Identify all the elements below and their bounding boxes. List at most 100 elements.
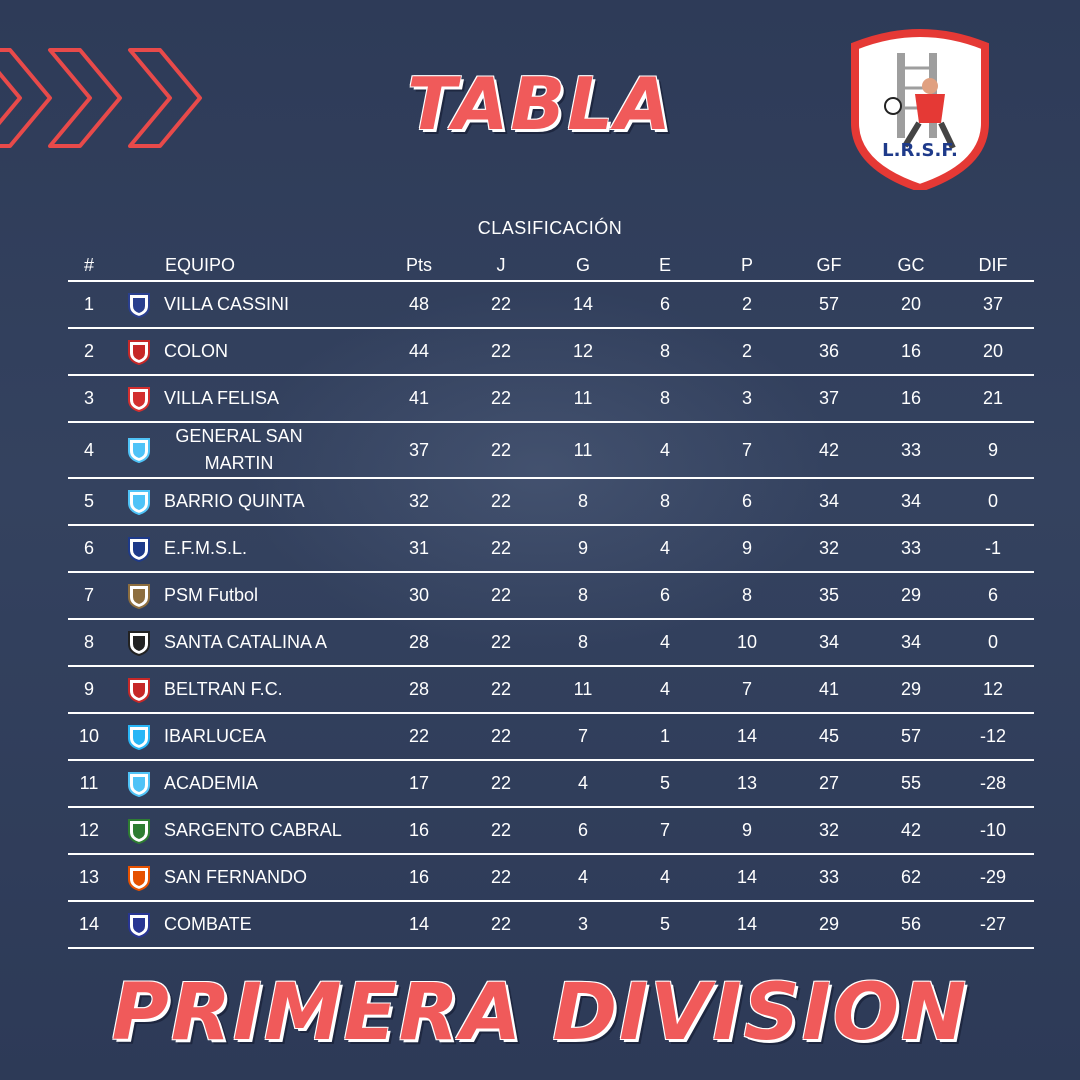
- cell-points: 44: [378, 328, 460, 376]
- cell-goals-for: 36: [788, 328, 870, 376]
- cell-position: 8: [68, 619, 110, 667]
- table-row: 10 IBARLUCEA 22 22 7 1 14 45 57 -12: [68, 713, 1034, 761]
- cell-lost: 2: [706, 281, 788, 329]
- cell-goal-difference: -1: [952, 525, 1034, 573]
- cell-played: 22: [460, 807, 542, 855]
- cell-points: 14: [378, 901, 460, 949]
- cell-goals-against: 16: [870, 328, 952, 376]
- cell-lost: 14: [706, 901, 788, 949]
- cell-points: 41: [378, 375, 460, 423]
- col-header-lost: P: [706, 250, 788, 282]
- cell-won: 11: [542, 666, 624, 714]
- cell-team: SARGENTO CABRAL: [110, 807, 378, 855]
- cell-goals-against: 55: [870, 760, 952, 808]
- cell-played: 22: [460, 572, 542, 620]
- cell-lost: 7: [706, 422, 788, 479]
- team-name: VILLA FELISA: [164, 388, 280, 408]
- beltran-badge-icon: [126, 677, 152, 703]
- cell-points: 30: [378, 572, 460, 620]
- cell-goal-difference: 21: [952, 375, 1034, 423]
- cell-goal-difference: 37: [952, 281, 1034, 329]
- santa-catalina-badge-icon: [126, 630, 152, 656]
- cell-drawn: 4: [624, 525, 706, 573]
- col-header-position: #: [68, 250, 110, 282]
- team-name: BARRIO QUINTA: [164, 491, 305, 511]
- cell-won: 7: [542, 713, 624, 761]
- cell-position: 13: [68, 854, 110, 902]
- cell-played: 22: [460, 713, 542, 761]
- cell-goal-difference: -12: [952, 713, 1034, 761]
- cell-won: 4: [542, 854, 624, 902]
- cell-goal-difference: 9: [952, 422, 1034, 479]
- cell-played: 22: [460, 619, 542, 667]
- cell-points: 31: [378, 525, 460, 573]
- table-caption: CLASIFICACIÓN: [477, 218, 623, 238]
- cell-won: 6: [542, 807, 624, 855]
- cell-position: 12: [68, 807, 110, 855]
- cell-goals-for: 42: [788, 422, 870, 479]
- col-header-points: Pts: [378, 250, 460, 282]
- cell-goal-difference: -28: [952, 760, 1034, 808]
- cell-team: E.F.M.S.L.: [110, 525, 378, 573]
- efmsl-badge-icon: [126, 536, 152, 562]
- crest-text: L.R.S.F.: [882, 140, 958, 161]
- cell-goals-for: 32: [788, 525, 870, 573]
- cell-drawn: 8: [624, 328, 706, 376]
- cell-goals-for: 57: [788, 281, 870, 329]
- barrio-quinta-badge-icon: [126, 489, 152, 515]
- team-name: E.F.M.S.L.: [164, 538, 248, 558]
- cell-played: 22: [460, 901, 542, 949]
- cell-won: 8: [542, 478, 624, 526]
- cell-goals-against: 42: [870, 807, 952, 855]
- col-header-won: G: [542, 250, 624, 282]
- table-row: 11 ACADEMIA 17 22 4 5 13 27 55 -28: [68, 760, 1034, 808]
- cell-goal-difference: 0: [952, 478, 1034, 526]
- cell-goals-against: 56: [870, 901, 952, 949]
- cell-position: 7: [68, 572, 110, 620]
- cell-points: 17: [378, 760, 460, 808]
- psm-futbol-badge-icon: [126, 583, 152, 609]
- col-header-goals-for: GF: [788, 250, 870, 282]
- cell-goals-against: 16: [870, 375, 952, 423]
- cell-goals-for: 41: [788, 666, 870, 714]
- cell-drawn: 8: [624, 478, 706, 526]
- standings-table: # EQUIPO Pts J G E P GF GC DIF 1 VILLA CA…: [68, 250, 1034, 949]
- cell-goals-for: 35: [788, 572, 870, 620]
- cell-goals-for: 32: [788, 807, 870, 855]
- cell-played: 22: [460, 281, 542, 329]
- cell-played: 22: [460, 525, 542, 573]
- cell-drawn: 1: [624, 713, 706, 761]
- cell-goal-difference: -10: [952, 807, 1034, 855]
- team-name: SAN FERNANDO: [164, 867, 308, 887]
- villa-cassini-badge-icon: [126, 292, 152, 318]
- cell-lost: 14: [706, 713, 788, 761]
- cell-drawn: 8: [624, 375, 706, 423]
- cell-drawn: 4: [624, 619, 706, 667]
- combate-badge-icon: [126, 912, 152, 938]
- cell-points: 28: [378, 619, 460, 667]
- san-fernando-badge-icon: [126, 865, 152, 891]
- team-name: COMBATE: [164, 914, 252, 934]
- cell-goals-for: 34: [788, 619, 870, 667]
- cell-drawn: 5: [624, 901, 706, 949]
- cell-goals-for: 29: [788, 901, 870, 949]
- cell-drawn: 6: [624, 281, 706, 329]
- cell-lost: 9: [706, 807, 788, 855]
- table-row: 13 SAN FERNANDO 16 22 4 4 14 33 62 -29: [68, 854, 1034, 902]
- team-name: GENERAL SAN MARTIN: [175, 426, 303, 473]
- cell-won: 8: [542, 572, 624, 620]
- team-name: VILLA CASSINI: [164, 294, 290, 314]
- academia-badge-icon: [126, 771, 152, 797]
- table-row: 7 PSM Futbol 30 22 8 6 8 35 29 6: [68, 572, 1034, 620]
- cell-played: 22: [460, 422, 542, 479]
- cell-goals-against: 29: [870, 666, 952, 714]
- cell-team: SAN FERNANDO: [110, 854, 378, 902]
- cell-won: 11: [542, 375, 624, 423]
- table-row: 4 GENERAL SAN MARTIN 37 22 11 4 7 42 33 9: [68, 422, 1034, 479]
- cell-drawn: 6: [624, 572, 706, 620]
- table-row: 8 SANTA CATALINA A 28 22 8 4 10 34 34 0: [68, 619, 1034, 667]
- cell-goals-against: 33: [870, 422, 952, 479]
- colon-badge-icon: [126, 339, 152, 365]
- division-title: PRIMERA DIVISION: [111, 968, 969, 1058]
- cell-goals-for: 33: [788, 854, 870, 902]
